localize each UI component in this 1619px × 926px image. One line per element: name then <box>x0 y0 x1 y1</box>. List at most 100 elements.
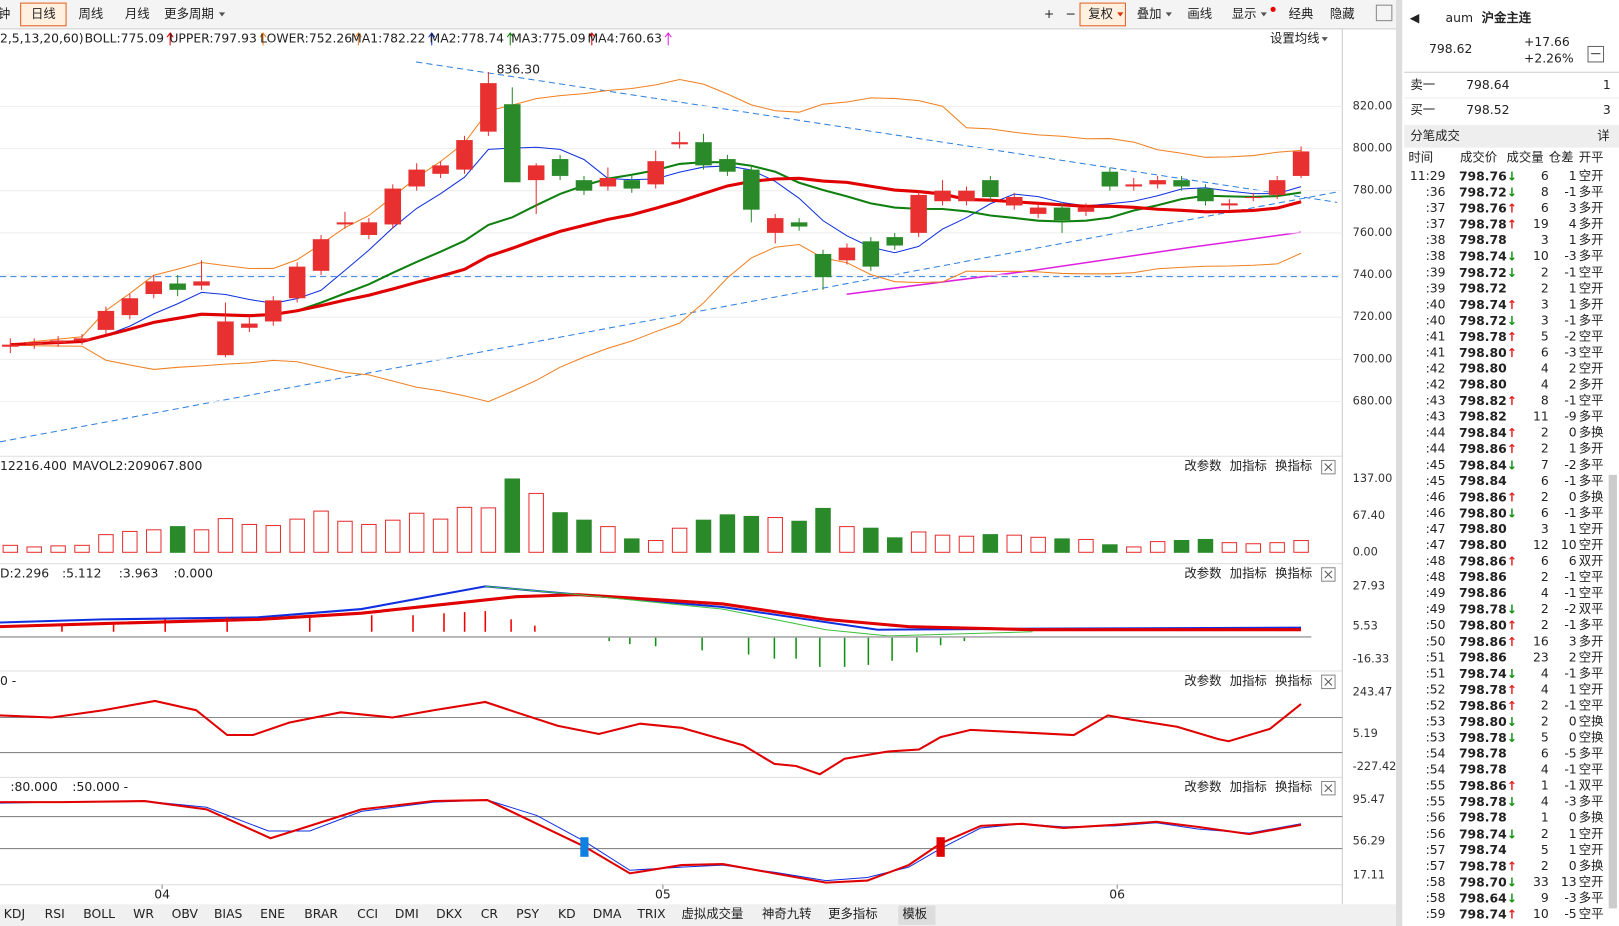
scrollbar[interactable] <box>1608 474 1617 909</box>
indicator-tab[interactable]: KD <box>558 907 576 921</box>
indicator-tab[interactable]: 神奇九转 <box>762 906 812 921</box>
candle-body <box>1125 184 1143 187</box>
candle-body <box>1149 180 1166 185</box>
fullscreen[interactable] <box>1375 4 1393 22</box>
tool-button[interactable]: 隐藏 <box>1330 7 1355 21</box>
trade-volume: 5 <box>1541 731 1549 745</box>
panel-button[interactable]: 改参数 <box>1184 458 1222 473</box>
close-x <box>1324 463 1333 472</box>
trade-type: 双平 <box>1579 779 1604 793</box>
kdj-tick-label: 56.29 <box>1353 833 1385 847</box>
cci-lines <box>0 699 1343 776</box>
trade-volume: 2 <box>1541 490 1549 504</box>
trade-time: :42 <box>1426 362 1446 376</box>
indicator-tab[interactable]: 模板 <box>902 907 927 921</box>
trade-oi-diff: 2 <box>1569 378 1577 392</box>
trade-time: 11:29 <box>1410 169 1446 183</box>
trade-price: 798.72↓ <box>1459 185 1517 199</box>
tab-active[interactable] <box>20 2 67 27</box>
indicator-tab[interactable]: BOLL <box>83 907 115 921</box>
indicator-tab[interactable]: ENE <box>260 907 285 921</box>
period-tab[interactable]: 周线 <box>78 7 103 21</box>
panel-button[interactable]: 换指标 <box>1275 673 1312 688</box>
indicator-tab[interactable]: DKX <box>436 907 463 921</box>
panel-button[interactable]: 加指标 <box>1230 458 1267 473</box>
indicator-tab[interactable]: RSI <box>45 907 65 921</box>
indicator-tab[interactable]: 虚拟成交量 <box>681 906 743 921</box>
trade-time: :42 <box>1426 378 1446 392</box>
tool-button[interactable]: 经典 <box>1289 7 1314 21</box>
indicator-tab[interactable]: TRIX <box>636 907 666 921</box>
period-tab[interactable]: 钟 <box>0 6 10 21</box>
volume-bar <box>576 519 592 553</box>
panel-button[interactable]: 换指标 <box>1275 458 1312 473</box>
candle-body <box>647 161 664 185</box>
trade-time: :41 <box>1426 329 1446 343</box>
indicator-tab[interactable]: WR <box>133 907 154 921</box>
trade-volume: 6 <box>1541 747 1549 761</box>
trade-oi-diff: 6 <box>1569 554 1577 568</box>
panel-button[interactable]: 改参数 <box>1184 779 1222 794</box>
volume-bar <box>863 527 879 553</box>
minus-box[interactable] <box>1587 45 1605 63</box>
trade-oi-diff: 1 <box>1569 682 1577 696</box>
close-box[interactable] <box>1321 674 1336 690</box>
tool-button[interactable]: 叠加 <box>1137 7 1162 21</box>
zoom-out[interactable]: − <box>1066 7 1076 21</box>
cci-tick-label: 5.19 <box>1353 726 1378 740</box>
indicator-tab[interactable]: PSY <box>516 907 539 921</box>
indicator-tab[interactable]: BIAS <box>214 907 243 921</box>
name: 沪金主连 <box>1482 10 1532 25</box>
close-box[interactable] <box>1321 780 1336 796</box>
tool-button[interactable]: 显示 <box>1232 7 1257 21</box>
candle-body <box>312 239 330 271</box>
close-box[interactable] <box>1321 567 1336 582</box>
splitter[interactable] <box>1395 0 1403 926</box>
indicator-tab[interactable]: 更多指标 <box>828 906 878 921</box>
trades-detail[interactable]: 详 <box>1597 128 1609 143</box>
panel-button[interactable]: 改参数 <box>1184 673 1222 688</box>
indicator-tab[interactable]: DMI <box>395 907 419 921</box>
indicator-tab[interactable]: CCI <box>357 907 378 921</box>
tool-button[interactable]: 复权 <box>1088 6 1113 21</box>
candle-body <box>1173 180 1190 187</box>
trade-oi-diff: 1 <box>1569 169 1577 183</box>
panel-button[interactable]: 换指标 <box>1275 779 1312 794</box>
indicator-tab[interactable]: DMA <box>593 907 622 921</box>
candle-body <box>384 188 402 225</box>
indicator-tab[interactable]: CR <box>481 907 499 921</box>
trade-time: :37 <box>1426 201 1446 215</box>
fuquan-box[interactable] <box>1079 2 1126 27</box>
cci-legend: 0 - <box>0 674 16 688</box>
candle-body <box>958 190 975 202</box>
zoom-in[interactable]: + <box>1044 7 1054 21</box>
volume-bar <box>289 518 305 553</box>
trade-type: 多平 <box>1579 249 1604 263</box>
indicator-tab[interactable]: OBV <box>172 907 199 921</box>
indicator-tab[interactable]: KDJ <box>4 907 25 921</box>
close-box[interactable] <box>1321 459 1336 475</box>
volume-bar <box>337 520 353 553</box>
period-tab[interactable]: 月线 <box>125 7 150 21</box>
period-tab[interactable]: 更多周期 <box>164 7 214 21</box>
panel-button[interactable]: 加指标 <box>1230 565 1267 580</box>
tool-button[interactable]: 画线 <box>1187 7 1212 21</box>
period-tab[interactable]: 日线 <box>31 7 56 21</box>
volume-bar <box>600 526 616 553</box>
panel-button[interactable]: 加指标 <box>1230 673 1267 688</box>
panel-button[interactable]: 加指标 <box>1230 779 1267 794</box>
volume-bar <box>1030 536 1046 553</box>
trade-price: 798.78↓ <box>1459 795 1517 809</box>
trade-type: 多平 <box>1579 666 1604 680</box>
panel-button[interactable]: 改参数 <box>1184 565 1222 580</box>
back-arrow[interactable]: ◀ <box>1410 11 1420 25</box>
trade-volume: 6 <box>1541 345 1549 359</box>
volume-bar <box>1054 538 1070 553</box>
indicator-tab[interactable]: BRAR <box>304 907 338 921</box>
y-tick-label: 780.00 <box>1353 183 1393 197</box>
trade-oi-diff: 0 <box>1569 426 1577 440</box>
volume-bar <box>767 517 783 553</box>
panel-button[interactable]: 换指标 <box>1275 565 1312 580</box>
set-ma[interactable]: 设置均线 <box>1270 31 1320 46</box>
